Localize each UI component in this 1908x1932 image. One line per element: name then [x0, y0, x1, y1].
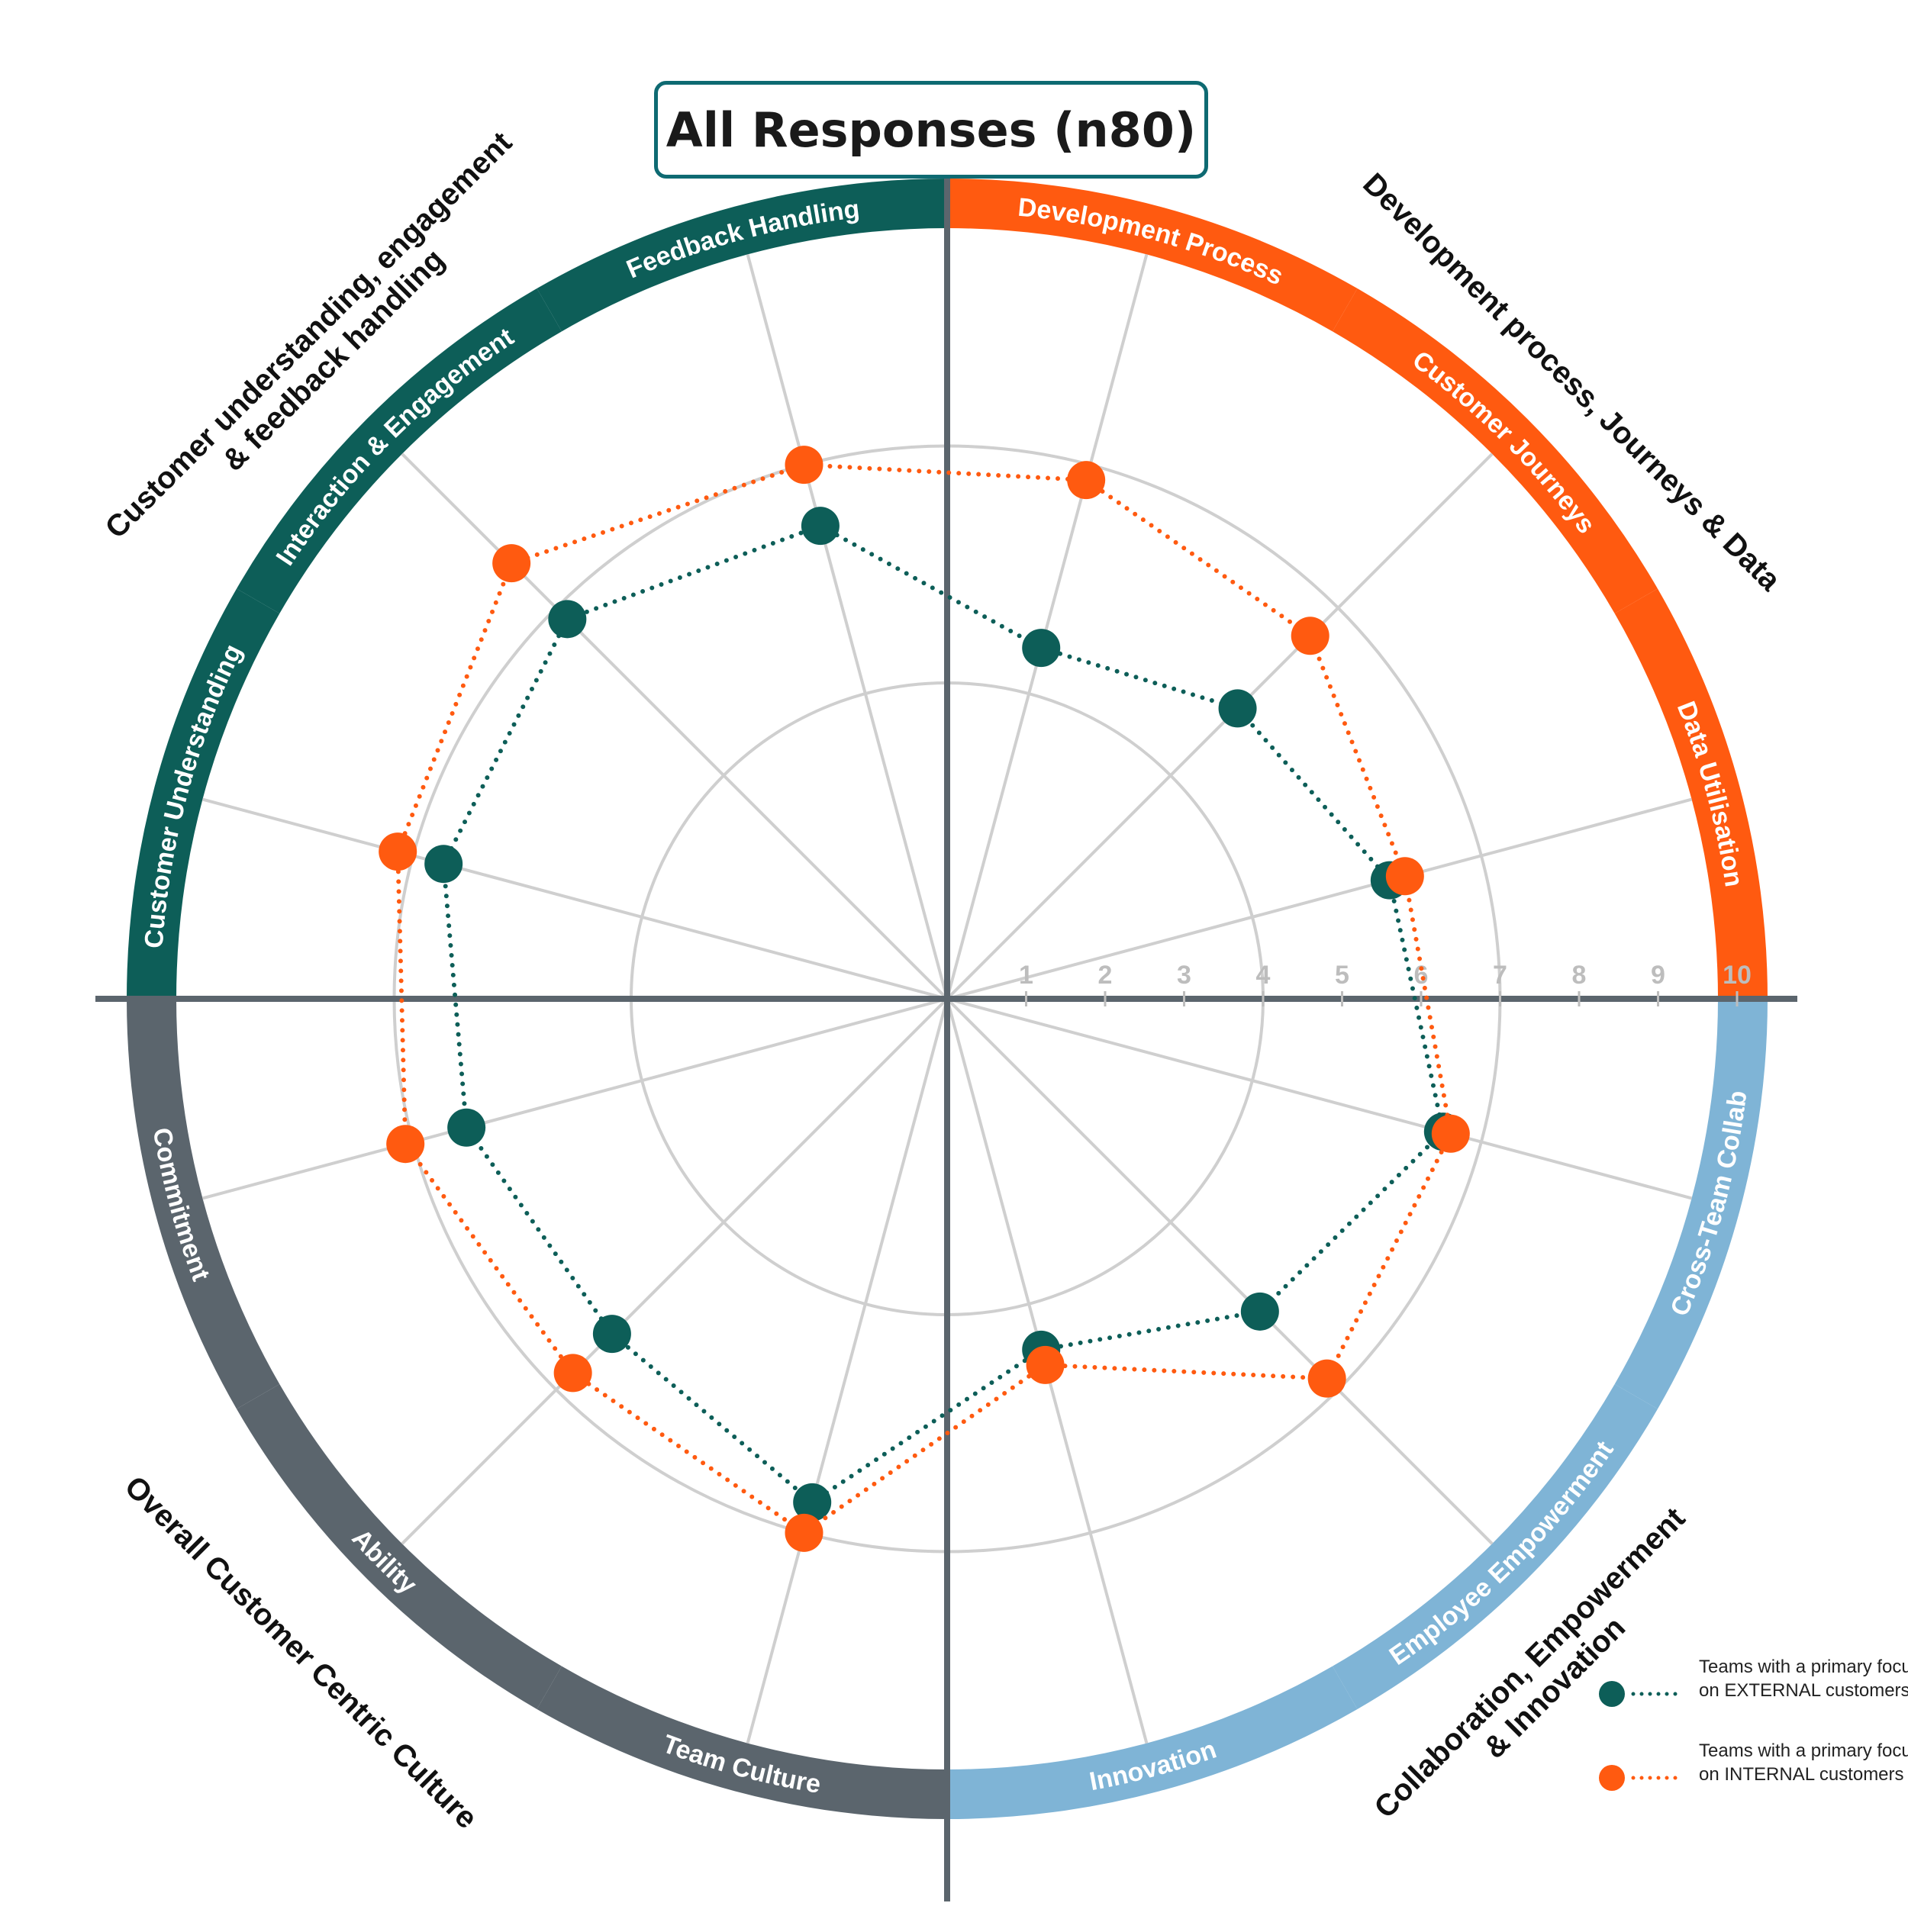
data-point — [1218, 689, 1257, 728]
tick-label: 5 — [1335, 961, 1349, 990]
data-point — [592, 1315, 631, 1354]
tick-label: 1 — [1019, 961, 1033, 990]
legend-label: on EXTERNAL customers — [1699, 1680, 1908, 1701]
title-box: All Responses (n80) — [654, 81, 1208, 179]
legend-marker — [1599, 1681, 1625, 1707]
data-point — [1431, 1114, 1470, 1153]
data-point — [492, 544, 531, 583]
ring-segment — [127, 999, 280, 1409]
data-point — [1307, 1359, 1346, 1398]
data-point — [447, 1108, 486, 1147]
chart-title: All Responses (n80) — [666, 101, 1197, 158]
ring-segment — [947, 1666, 1358, 1819]
data-point — [785, 446, 823, 485]
data-point — [1026, 1345, 1065, 1384]
spoke — [946, 997, 1494, 1545]
tick-label: 3 — [1177, 961, 1191, 990]
spoke — [746, 998, 949, 1744]
ring-segment — [1333, 288, 1658, 613]
quadrant-axes — [95, 177, 1797, 1901]
ring-segment — [127, 588, 280, 999]
ring-segment — [537, 1666, 947, 1819]
spoke — [946, 997, 1693, 1200]
tick-label: 7 — [1493, 961, 1507, 990]
data-point — [1240, 1292, 1279, 1331]
tick-label: 8 — [1572, 961, 1587, 990]
ring-segment — [237, 1384, 562, 1709]
spoke — [201, 997, 948, 1200]
spoke — [201, 797, 948, 1000]
data-point — [1291, 617, 1329, 655]
spoke — [946, 797, 1693, 1000]
spoke — [946, 452, 1494, 1000]
group-label-line: Overall Customer Centric Culture — [118, 1470, 484, 1835]
data-point — [386, 1125, 425, 1164]
data-point — [793, 1483, 832, 1521]
tick-label: 6 — [1414, 961, 1429, 990]
group-label-line: & feedback handling — [216, 243, 451, 478]
legend-label: on INTERNAL customers — [1699, 1764, 1904, 1785]
data-series — [379, 446, 1470, 1552]
legend-label: Teams with a primary focus — [1699, 1657, 1908, 1677]
tick-label: 4 — [1256, 961, 1271, 990]
ring-segment — [537, 178, 947, 332]
spoke — [401, 997, 949, 1545]
tick-label: 2 — [1098, 961, 1113, 990]
group-label: Overall Customer Centric Culture — [118, 1470, 484, 1835]
ring-segment — [1614, 588, 1768, 999]
category-ring — [127, 178, 1768, 1819]
spoke — [746, 253, 949, 1000]
data-point — [1022, 629, 1061, 668]
scale-ticks: 1 2 3 4 5 6 7 8 9 10 — [1019, 961, 1752, 1006]
legend-marker — [1599, 1765, 1625, 1791]
spoke — [946, 253, 1149, 1000]
ring-segment — [1333, 1384, 1658, 1709]
ring-segment — [237, 288, 562, 613]
ring-segment — [1614, 999, 1768, 1409]
tick-label: 10 — [1723, 961, 1752, 990]
group-label-line: Customer understanding, engagement — [99, 126, 519, 546]
data-point — [1385, 857, 1424, 896]
legend-label: Teams with a primary focus — [1699, 1740, 1908, 1761]
spoke — [401, 452, 949, 1000]
tick-label: 9 — [1651, 961, 1665, 990]
data-point — [424, 845, 463, 884]
data-point — [548, 600, 587, 639]
legend: Teams with a primary focus on EXTERNAL cu… — [1599, 1657, 1908, 1791]
data-point — [785, 1513, 823, 1552]
data-point — [801, 507, 840, 546]
ring-segment — [947, 179, 1358, 332]
data-point — [553, 1354, 592, 1393]
data-point — [379, 832, 417, 871]
data-point — [1067, 461, 1106, 500]
